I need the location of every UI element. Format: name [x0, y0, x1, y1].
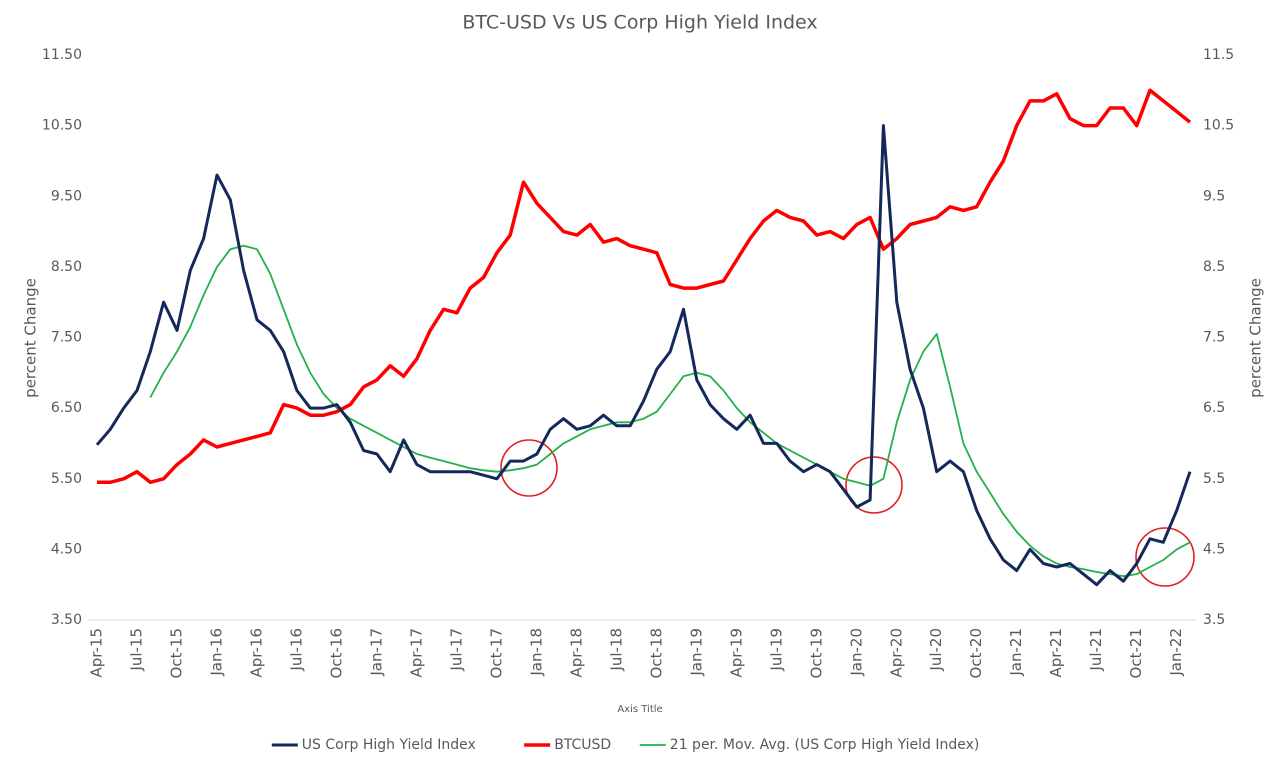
- legend-item: BTCUSD: [524, 737, 611, 753]
- x-tick-label: Oct-16: [327, 628, 345, 678]
- x-tick-label: Jan-21: [1007, 628, 1025, 677]
- x-tick-label: Apr-15: [88, 628, 106, 678]
- x-tick-label: Apr-18: [567, 628, 585, 678]
- y-tick-label: 5.50: [51, 471, 82, 487]
- series-line: [149, 244, 1191, 578]
- series-line: [95, 124, 1192, 587]
- x-tick-label: Oct-20: [967, 628, 985, 678]
- y2-tick-label: 11.5: [1203, 47, 1234, 63]
- x-tick-label: Jul-19: [767, 628, 785, 672]
- x-tick-label: Oct-17: [487, 628, 505, 678]
- y-tick-label: 11.50: [42, 47, 82, 63]
- y2-tick-label: 3.5: [1203, 612, 1225, 628]
- x-tick-label: Jul-15: [127, 628, 145, 672]
- x-tick-label: Oct-18: [647, 628, 665, 678]
- y2-tick-label: 5.5: [1203, 471, 1225, 487]
- y-tick-label: 4.50: [51, 541, 82, 557]
- chart-title: BTC-USD Vs US Corp High Yield Index: [462, 12, 817, 34]
- x-tick-label: Apr-21: [1047, 628, 1065, 678]
- legend-item: US Corp High Yield Index: [271, 737, 476, 753]
- x-tick-label: Jan-20: [847, 628, 865, 677]
- x-tick-label: Jul-17: [447, 628, 465, 672]
- y2-tick-label: 8.5: [1203, 259, 1225, 275]
- y-tick-label: 10.50: [42, 118, 82, 134]
- series-line: [97, 88, 1192, 485]
- legend-label: US Corp High Yield Index: [302, 737, 476, 753]
- x-tick-label: Apr-16: [247, 628, 265, 678]
- y-tick-label: 8.50: [51, 259, 82, 275]
- highlight-circle: [500, 439, 558, 497]
- x-tick-label: Jul-20: [927, 628, 945, 672]
- x-tick-label: Apr-20: [887, 628, 905, 678]
- legend-item: 21 per. Mov. Avg. (US Corp High Yield In…: [639, 737, 980, 753]
- y2-tick-label: 4.5: [1203, 541, 1225, 557]
- highlight-circle: [1135, 527, 1195, 587]
- y-tick-label: 7.50: [51, 330, 82, 346]
- x-tick-label: Jul-16: [287, 628, 305, 672]
- highlight-circle: [845, 456, 903, 514]
- x-tick-label: Oct-19: [807, 628, 825, 678]
- x-tick-label: Oct-21: [1127, 628, 1145, 678]
- x-tick-label: Jul-18: [607, 628, 625, 672]
- legend-label: BTCUSD: [554, 737, 611, 753]
- y-tick-label: 3.50: [51, 612, 82, 628]
- x-tick-label: Jan-17: [367, 628, 385, 677]
- x-tick-label: Jan-22: [1167, 628, 1185, 677]
- y2-tick-label: 6.5: [1203, 400, 1225, 416]
- y2-tick-label: 7.5: [1203, 330, 1225, 346]
- annotations: [500, 439, 1195, 587]
- legend-label: 21 per. Mov. Avg. (US Corp High Yield In…: [670, 737, 980, 753]
- y-tick-label: 9.50: [51, 188, 82, 204]
- y2-axis-title: percent Change: [1247, 278, 1265, 398]
- y2-tick-label: 10.5: [1203, 118, 1234, 134]
- x-axis-title: Axis Title: [617, 704, 662, 715]
- y2-tick-label: 9.5: [1203, 188, 1225, 204]
- y-tick-label: 6.50: [51, 400, 82, 416]
- x-tick-label: Apr-19: [727, 628, 745, 678]
- x-tick-label: Apr-17: [407, 628, 425, 678]
- x-tick-label: Jan-16: [207, 628, 225, 677]
- x-tick-label: Jan-18: [527, 628, 545, 677]
- x-tick-label: Oct-15: [167, 628, 185, 678]
- x-tick-label: Jan-19: [687, 628, 705, 677]
- y-axis-title: percent Change: [22, 278, 40, 398]
- x-tick-label: Jul-21: [1087, 628, 1105, 672]
